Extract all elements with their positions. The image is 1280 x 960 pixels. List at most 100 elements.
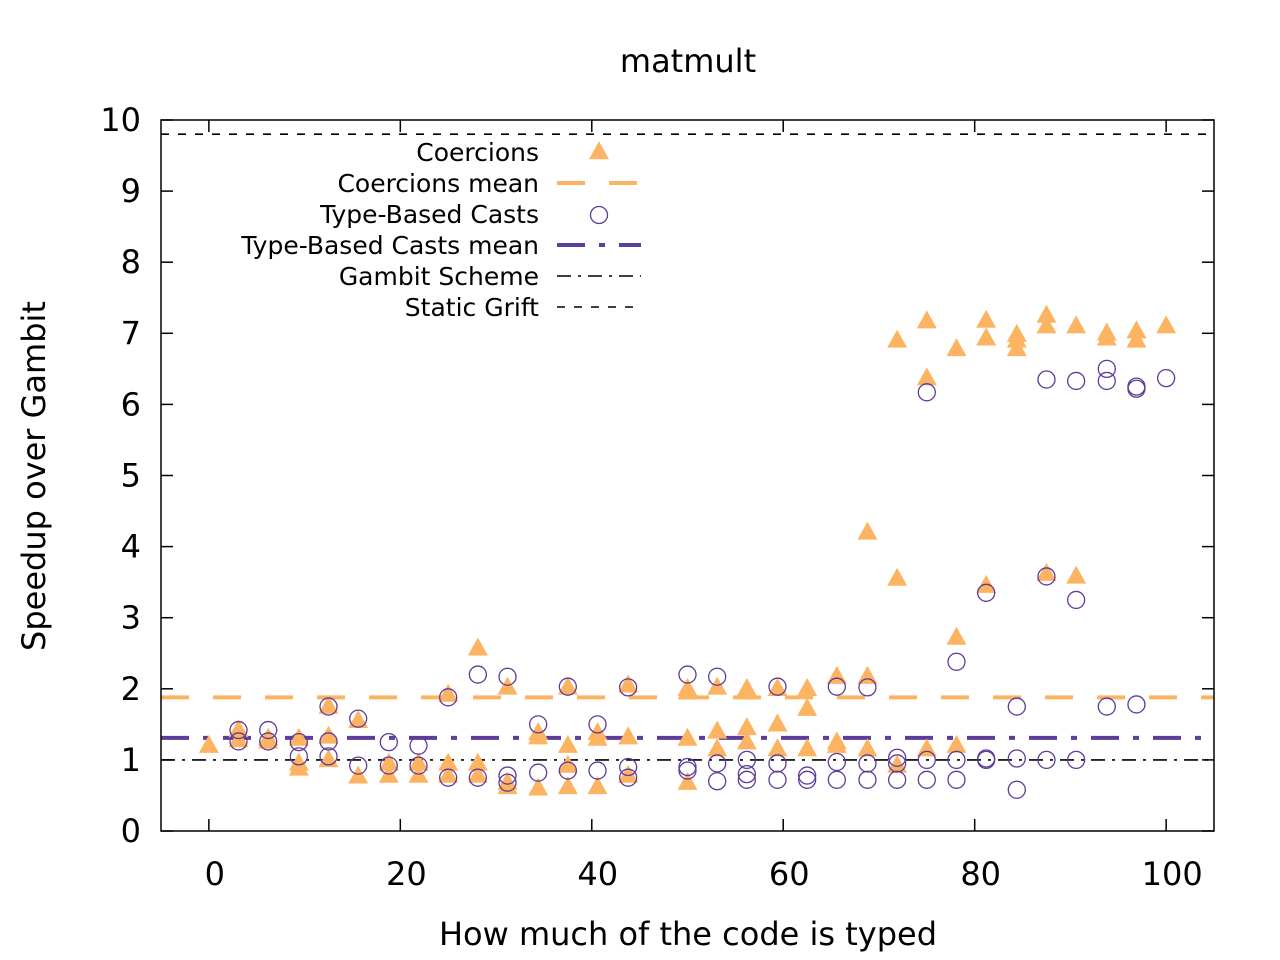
legend-label: Static Grift xyxy=(405,293,539,322)
casts-point xyxy=(827,677,846,696)
casts-point xyxy=(289,747,308,766)
coercions-point xyxy=(887,754,908,773)
coercions-point xyxy=(618,764,639,783)
casts-point xyxy=(379,756,398,775)
casts-point xyxy=(1127,379,1146,398)
coercions-point xyxy=(887,329,908,348)
casts-point xyxy=(439,688,458,707)
casts-point xyxy=(439,768,458,787)
coercions-point xyxy=(618,726,639,745)
coercions-point xyxy=(528,726,549,745)
coercions-point xyxy=(767,678,788,696)
casts-point xyxy=(319,732,338,751)
y-tick-label: 7 xyxy=(121,314,141,352)
coercions-point xyxy=(438,752,459,771)
y-axis-title: Speedup over Gambit xyxy=(15,301,53,651)
coercions-point xyxy=(767,738,788,757)
casts-point xyxy=(1156,368,1176,388)
casts-point xyxy=(409,736,428,755)
casts-point xyxy=(259,732,278,751)
casts-point xyxy=(259,720,278,740)
coercions-point xyxy=(1036,562,1057,581)
casts-point xyxy=(498,766,517,785)
coercions-point xyxy=(1096,327,1117,346)
casts-point xyxy=(977,750,996,770)
coercions-point xyxy=(857,738,878,757)
casts-point xyxy=(977,583,996,602)
casts-point xyxy=(798,770,817,789)
coercions-point xyxy=(1126,320,1147,339)
y-tick-label: 1 xyxy=(121,741,141,779)
legend-label: Gambit Scheme xyxy=(339,262,539,291)
y-tick-label: 2 xyxy=(121,670,141,708)
coercions-point xyxy=(797,678,818,696)
x-tick-label: 60 xyxy=(769,855,810,893)
x-tick-label: 20 xyxy=(386,855,427,893)
y-tick-label: 4 xyxy=(121,528,141,566)
legend-casts-marker xyxy=(589,205,609,225)
coercions-point xyxy=(467,764,488,783)
casts-point xyxy=(1037,370,1056,389)
casts-point xyxy=(1097,359,1116,379)
casts-point xyxy=(678,757,697,777)
coercions-point xyxy=(857,521,878,540)
casts-point xyxy=(468,665,488,684)
coercions-point xyxy=(228,719,249,738)
casts-point xyxy=(768,770,787,789)
y-tick-label: 6 xyxy=(121,385,141,423)
casts-point xyxy=(887,748,907,767)
coercions-point xyxy=(946,626,967,645)
coercions-point xyxy=(1036,315,1057,334)
coercions-point xyxy=(916,738,937,757)
legend-label: Type-Based Casts mean xyxy=(240,231,539,260)
coercions-point xyxy=(438,764,459,783)
x-tick-label: 80 xyxy=(960,855,1001,893)
casts-point xyxy=(349,709,368,728)
casts-point xyxy=(1007,749,1026,768)
casts-point xyxy=(917,383,936,402)
casts-point xyxy=(947,750,966,770)
coercions-point xyxy=(916,310,937,329)
coercions-point xyxy=(976,309,997,328)
casts-point xyxy=(947,652,966,671)
coercions-point xyxy=(677,681,698,700)
x-tick-label: 0 xyxy=(205,855,225,893)
coercions-point xyxy=(438,683,459,702)
casts-point xyxy=(1037,750,1056,770)
coercions-point xyxy=(467,752,488,771)
y-tick-label: 8 xyxy=(121,243,141,281)
coercions-point xyxy=(557,734,578,753)
coercions-point xyxy=(797,738,818,757)
coercions-point xyxy=(557,754,578,773)
casts-point xyxy=(947,770,966,789)
x-axis-title: How much of the code is typed xyxy=(439,915,937,953)
y-tick-label: 10 xyxy=(100,101,141,139)
coercions-point xyxy=(348,709,369,728)
casts-point xyxy=(1007,697,1026,716)
coercions-point xyxy=(467,637,488,656)
y-tick-label: 5 xyxy=(121,457,141,495)
coercions-point xyxy=(408,752,429,771)
coercions-point xyxy=(826,734,847,753)
casts-point xyxy=(708,667,727,686)
casts-point xyxy=(289,732,308,752)
casts-point xyxy=(409,756,428,775)
coercions-point xyxy=(198,734,219,753)
coercions-point xyxy=(318,695,339,714)
casts-point xyxy=(678,761,697,780)
casts-point xyxy=(588,761,607,780)
casts-point xyxy=(229,720,248,740)
coercions-point xyxy=(1066,565,1087,584)
casts-point xyxy=(1067,750,1086,770)
coercions-point xyxy=(587,727,608,746)
casts-point xyxy=(229,732,248,751)
data-points xyxy=(198,304,1177,799)
coercions-point xyxy=(946,338,967,357)
casts-point xyxy=(1067,590,1086,610)
casts-point xyxy=(1067,371,1086,391)
x-tick-label: 40 xyxy=(577,855,618,893)
casts-point xyxy=(558,761,577,780)
casts-point xyxy=(468,768,488,787)
